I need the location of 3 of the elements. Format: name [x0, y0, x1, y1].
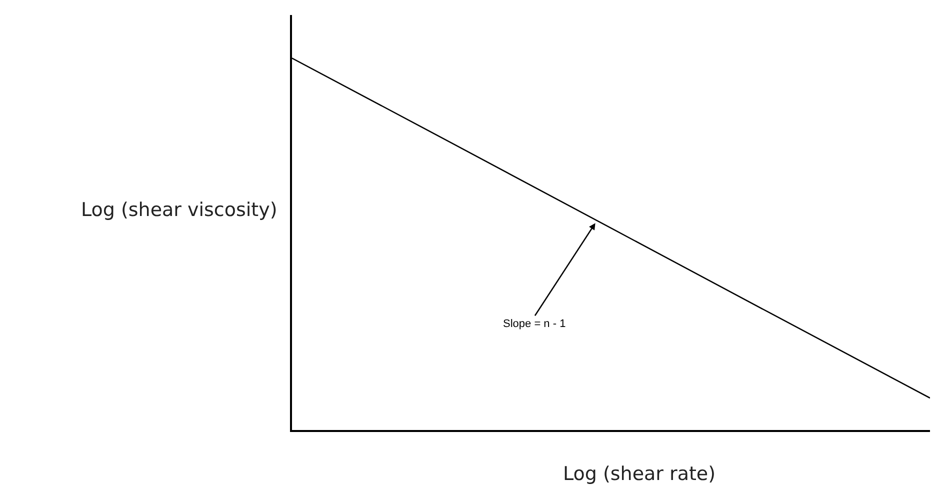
y-axis-title: Log (shear viscosity): [81, 199, 278, 221]
annotation: Slope = n - 1: [503, 318, 566, 330]
x-axis-title: Log (shear rate): [563, 463, 716, 485]
